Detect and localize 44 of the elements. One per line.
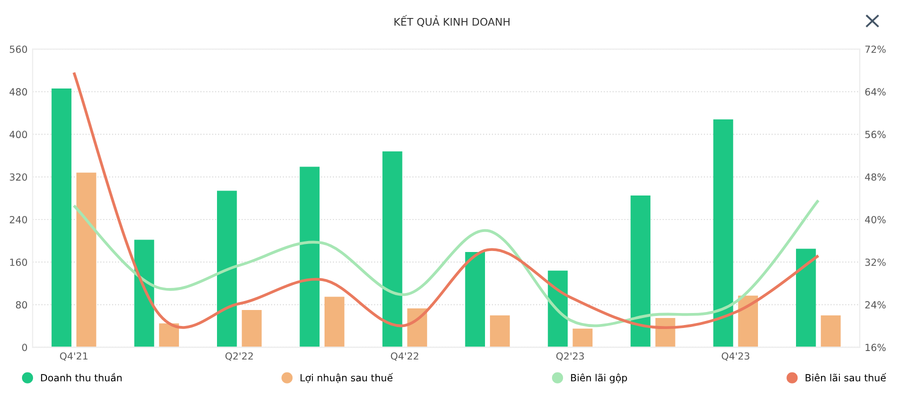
bar [465, 252, 485, 348]
bar [242, 310, 262, 348]
x-tick-label: Q2'22 [225, 352, 253, 361]
legend-label: Biên lãi gộp [571, 373, 627, 384]
y2-tick-label: 48% [865, 173, 886, 181]
chart-title: KẾT QUẢ KINH DOANH [394, 14, 510, 27]
x-tick-label: Q4'21 [60, 352, 88, 361]
y-tick-label: 0 [22, 344, 28, 352]
legend-label: Lợi nhuận sau thuế [300, 373, 393, 384]
bar [630, 196, 650, 348]
bar [76, 172, 96, 348]
bar [159, 323, 179, 348]
y2-tick-label: 64% [865, 88, 886, 96]
bar [324, 296, 344, 348]
y2-tick-label: 40% [865, 216, 886, 224]
line-series [72, 71, 820, 330]
legend-label: Doanh thu thuần [41, 373, 122, 382]
bar [407, 308, 428, 348]
x-tick-label: Q4'23 [722, 352, 750, 361]
y-tick-label: 80 [16, 301, 28, 309]
bar [217, 190, 237, 348]
y-tick-label: 160 [10, 258, 28, 266]
bar [820, 315, 841, 348]
y-tick-label: 480 [10, 88, 28, 96]
y2-tick-label: 72% [865, 46, 886, 53]
bar [300, 166, 320, 348]
y2-tick-label: 16% [866, 344, 886, 352]
y-tick-label: 240 [10, 216, 28, 224]
y-tick-label: 320 [10, 173, 28, 181]
bar [738, 296, 758, 348]
bar [52, 88, 72, 348]
y2-tick-label: 32% [865, 258, 886, 266]
y-tick-label: 560 [10, 46, 28, 53]
bar [796, 248, 816, 348]
x-tick-label: Q2'23 [556, 352, 584, 361]
bar [572, 328, 593, 348]
bar [713, 119, 734, 348]
bar [490, 315, 510, 348]
x-tick-label: Q4'22 [390, 352, 418, 361]
legend-label: Biên lãi sau thuế [806, 373, 886, 382]
y2-tick-label: 24% [865, 301, 886, 309]
bar [382, 151, 402, 348]
y2-tick-label: 56% [865, 130, 886, 138]
y-tick-label: 400 [10, 130, 28, 138]
